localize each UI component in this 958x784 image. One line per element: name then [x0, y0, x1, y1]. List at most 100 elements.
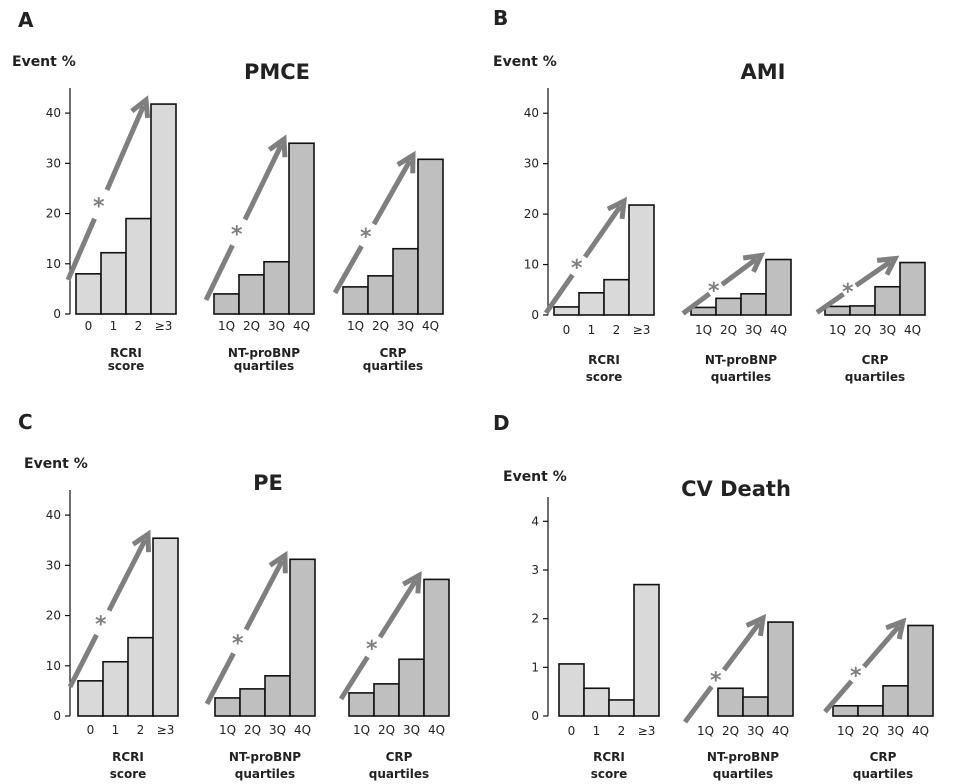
trend-arrow-shaft: [720, 257, 758, 287]
group-label: quartiles: [235, 767, 295, 781]
x-tick-label: 1Q: [353, 723, 370, 737]
x-tick-label: 3Q: [403, 723, 420, 737]
bar: [398, 658, 425, 717]
bar: [874, 285, 901, 316]
x-tick-label: 2Q: [862, 724, 879, 738]
significance-star: *: [571, 256, 583, 281]
significance-star: *: [850, 664, 862, 689]
bar: [238, 274, 265, 315]
x-tick-label: 2Q: [722, 724, 739, 738]
y-tick-label: 40: [524, 106, 539, 120]
bar: [608, 699, 635, 717]
group-label: quartiles: [711, 370, 771, 384]
trend-arrow-head: [745, 613, 767, 637]
panel-D: D Event % CV Death 0 1 2 3 4 0 1 2 ≥3 RCRI score 1Q 2Q 3…: [493, 411, 934, 781]
x-tick-label: 4Q: [904, 323, 921, 337]
bar: [100, 251, 127, 315]
significance-star: *: [231, 222, 243, 247]
panel-letter: D: [493, 411, 510, 435]
y-axis-label: Event %: [24, 456, 88, 472]
y-axis-label: Event %: [493, 54, 557, 70]
y-tick-label: 0: [531, 709, 539, 723]
x-tick-label: 1Q: [218, 319, 235, 333]
significance-star: *: [842, 280, 854, 305]
group-label: score: [591, 767, 628, 781]
y-tick-label: 30: [46, 156, 61, 170]
trend-arrow-tail: [543, 273, 575, 315]
trend-arrow-tail: [65, 217, 97, 281]
bar: [152, 537, 179, 717]
x-tick-label: ≥3: [638, 724, 656, 738]
bar: [824, 305, 851, 316]
y-tick-label: 3: [531, 563, 539, 577]
bar: [583, 687, 610, 717]
bar: [263, 260, 290, 315]
group-label: score: [108, 359, 145, 373]
trend-arrow-tail: [681, 291, 712, 316]
group-label: quartiles: [713, 767, 773, 781]
bar: [214, 697, 241, 717]
bar: [765, 258, 792, 316]
group-label: NT-proBNP: [707, 750, 779, 764]
x-tick-label: 3Q: [268, 319, 285, 333]
trend-arrow-head: [130, 95, 151, 119]
bar-group: 1Q 2Q 3Q 4Q NT-proBNP quartiles *: [204, 550, 316, 781]
trend-arrow-tail: [67, 633, 99, 688]
y-tick-label: 20: [46, 609, 61, 623]
group-label: quartiles: [369, 767, 429, 781]
bar: [423, 578, 450, 717]
trend-arrow-head: [606, 196, 627, 220]
trend-arrow-shaft: [242, 143, 284, 221]
x-tick-label: 2: [613, 323, 621, 337]
trend-arrow-head: [396, 150, 416, 174]
x-tick-label: 0: [563, 323, 571, 337]
bar: [150, 103, 177, 315]
bar: [907, 624, 934, 717]
bar: [75, 273, 102, 315]
group-label: RCRI: [588, 353, 620, 367]
y-tick-label: 10: [46, 257, 61, 271]
bar: [342, 286, 369, 315]
x-tick-label: 2Q: [372, 319, 389, 333]
x-tick-label: 4Q: [770, 323, 787, 337]
bar: [633, 583, 660, 717]
group-label: NT-proBNP: [705, 353, 777, 367]
x-tick-label: 4Q: [772, 724, 789, 738]
x-tick-label: 2: [135, 319, 143, 333]
group-label: quartiles: [845, 370, 905, 384]
trend-arrow-head: [267, 134, 288, 158]
x-tick-label: ≥3: [155, 319, 173, 333]
bar: [899, 261, 926, 316]
bar: [392, 247, 419, 315]
y-tick-label: 30: [524, 157, 539, 171]
bar: [740, 293, 767, 316]
bar: [553, 306, 580, 316]
significance-star: *: [708, 279, 720, 304]
trend-arrow-tail: [683, 685, 714, 724]
bar: [767, 621, 794, 717]
bar: [288, 142, 315, 315]
group-label: quartiles: [363, 359, 423, 373]
bar: [578, 292, 605, 316]
trend-arrow-head: [742, 252, 766, 273]
bar: [239, 688, 266, 717]
bar: [558, 663, 585, 717]
x-tick-label: 2: [618, 724, 626, 738]
x-tick-label: 1Q: [695, 323, 712, 337]
x-tick-label: 2Q: [854, 323, 871, 337]
significance-star: *: [360, 225, 372, 250]
y-tick-label: 30: [46, 558, 61, 572]
x-tick-label: ≥3: [633, 323, 651, 337]
significance-star: *: [232, 632, 244, 657]
x-tick-label: 1: [593, 724, 601, 738]
chart-title: AMI: [741, 60, 786, 84]
x-tick-label: 3Q: [887, 724, 904, 738]
bar: [127, 636, 154, 717]
x-tick-label: 1: [112, 723, 120, 737]
trend-arrow-head: [131, 529, 151, 553]
panel-B: B Event % AMI 0 10 20 30 40 0 1 2 ≥3 RCRI score * 1Q 2Q 3…: [493, 6, 926, 384]
